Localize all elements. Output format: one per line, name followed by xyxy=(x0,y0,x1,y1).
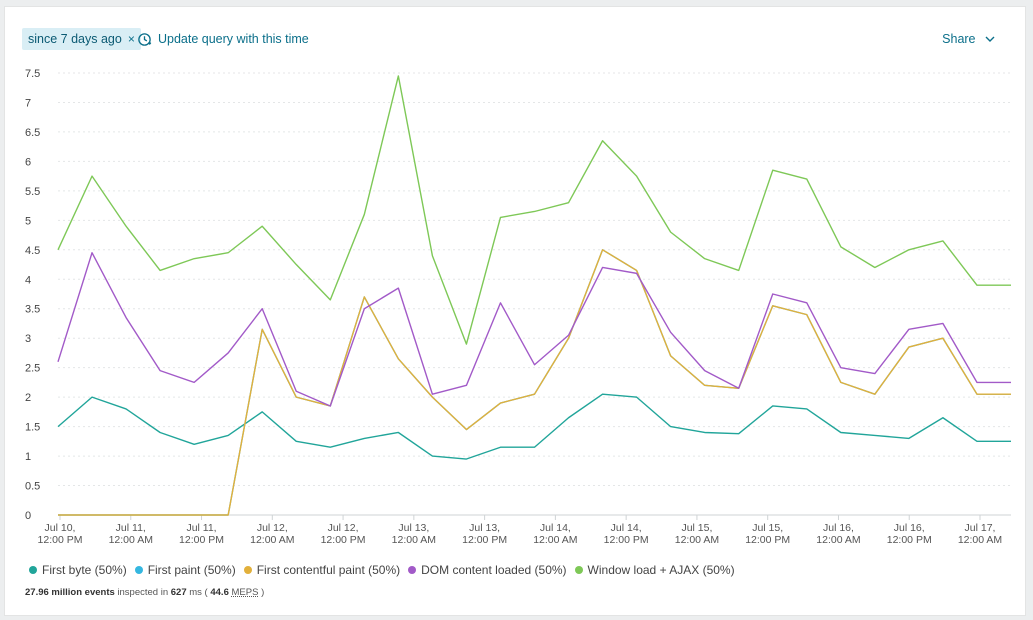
legend-item[interactable]: Window load + AJAX (50%) xyxy=(574,563,735,577)
legend-dot xyxy=(408,566,417,574)
chevron-down-icon xyxy=(985,36,995,42)
x-tick-label: Jul 16, xyxy=(894,522,925,534)
x-tick-label: 12:00 AM xyxy=(675,534,719,546)
x-tick-label: 12:00 AM xyxy=(816,534,860,546)
x-tick-label: 12:00 AM xyxy=(958,534,1002,546)
y-tick-label: 1 xyxy=(25,451,31,463)
update-query-label: Update query with this time xyxy=(158,32,309,46)
chart-card: since 7 days ago × Update query with this… xyxy=(4,6,1026,616)
meps-value: 44.6 xyxy=(210,587,229,598)
legend-label: Window load + AJAX (50%) xyxy=(587,563,735,577)
x-tick-label: Jul 15, xyxy=(752,522,783,534)
x-tick-label: Jul 10, xyxy=(45,522,76,534)
legend-dot xyxy=(29,566,37,574)
events-count: 27.96 million events xyxy=(25,587,115,598)
chart-legend: First byte (50%) First paint (50%) First c… xyxy=(29,563,743,577)
x-tick-label: 12:00 PM xyxy=(179,534,224,546)
y-tick-label: 3 xyxy=(25,333,31,345)
y-tick-label: 4.5 xyxy=(25,245,40,257)
y-tick-label: 2 xyxy=(25,392,31,404)
legend-dot xyxy=(243,566,252,574)
series-line-3 xyxy=(57,252,1011,407)
x-tick-label: Jul 11, xyxy=(186,522,216,534)
legend-item[interactable]: DOM content loaded (50%) xyxy=(408,563,567,577)
x-tick-label: 12:00 PM xyxy=(38,534,83,546)
y-tick-label: 6 xyxy=(25,156,31,168)
x-tick-label: 12:00 PM xyxy=(462,534,507,546)
y-tick-label: 1.5 xyxy=(25,422,40,434)
x-tick-label: Jul 15, xyxy=(681,522,712,534)
x-tick-label: 12:00 PM xyxy=(604,534,649,546)
ms-unit: ms ( xyxy=(189,587,208,598)
x-tick-label: Jul 13, xyxy=(398,522,429,534)
series-line-0 xyxy=(57,393,1011,460)
y-tick-label: 4 xyxy=(25,274,31,286)
y-tick-label: 6.5 xyxy=(25,127,40,139)
series-line-4 xyxy=(57,75,1011,345)
share-button[interactable]: Share xyxy=(942,28,995,50)
x-tick-label: Jul 17, xyxy=(965,522,996,534)
close-paren: ) xyxy=(261,587,265,598)
x-tick-label: 12:00 AM xyxy=(392,534,436,546)
chart-toolbar: since 7 days ago × Update query with this… xyxy=(5,7,1025,63)
inspected-text: inspected in xyxy=(117,587,169,598)
meps-unit[interactable]: MEPS xyxy=(231,587,259,598)
y-tick-label: 7 xyxy=(25,97,31,109)
legend-item[interactable]: First byte (50%) xyxy=(29,563,127,577)
query-stats: 27.96 million events inspected in 627 ms… xyxy=(25,587,264,598)
x-tick-label: Jul 14, xyxy=(540,522,571,534)
legend-dot xyxy=(574,566,583,574)
legend-item[interactable]: First paint (50%) xyxy=(134,563,236,577)
x-tick-label: Jul 12, xyxy=(257,522,288,534)
ms-value: 627 xyxy=(170,587,187,598)
update-query-button[interactable]: Update query with this time xyxy=(137,28,309,50)
y-tick-label: 0 xyxy=(25,510,31,522)
legend-dot xyxy=(134,566,143,574)
x-tick-label: 12:00 AM xyxy=(250,534,294,546)
time-range-label: since 7 days ago xyxy=(28,32,122,46)
close-icon[interactable]: × xyxy=(127,32,135,46)
legend-label: First byte (50%) xyxy=(42,563,127,577)
y-tick-label: 5.5 xyxy=(25,186,40,198)
legend-label: First contentful paint (50%) xyxy=(256,563,401,577)
series-line-2 xyxy=(58,249,1011,516)
x-tick-label: 12:00 PM xyxy=(887,534,932,546)
y-tick-label: 0.5 xyxy=(25,481,40,493)
y-tick-label: 3.5 xyxy=(25,304,40,316)
x-tick-label: 12:00 PM xyxy=(745,534,790,546)
x-tick-label: Jul 11, xyxy=(116,522,146,534)
legend-label: DOM content loaded (50%) xyxy=(421,563,567,577)
y-tick-label: 5 xyxy=(25,215,31,227)
share-label: Share xyxy=(942,32,976,46)
series-line-1 xyxy=(58,249,1011,516)
y-tick-label: 7.5 xyxy=(25,68,40,80)
x-tick-label: 12:00 AM xyxy=(109,534,153,546)
x-tick-label: 12:00 AM xyxy=(533,534,577,546)
clock-update-icon xyxy=(138,33,152,46)
legend-item[interactable]: First contentful paint (50%) xyxy=(243,563,401,577)
time-range-chip[interactable]: since 7 days ago × xyxy=(22,28,141,50)
x-tick-label: Jul 12, xyxy=(328,522,359,534)
x-tick-label: Jul 16, xyxy=(823,522,854,534)
legend-label: First paint (50%) xyxy=(147,563,236,577)
y-tick-label: 2.5 xyxy=(25,363,40,375)
x-tick-label: 12:00 PM xyxy=(321,534,366,546)
x-tick-label: Jul 13, xyxy=(469,522,500,534)
x-tick-label: Jul 14, xyxy=(611,522,642,534)
